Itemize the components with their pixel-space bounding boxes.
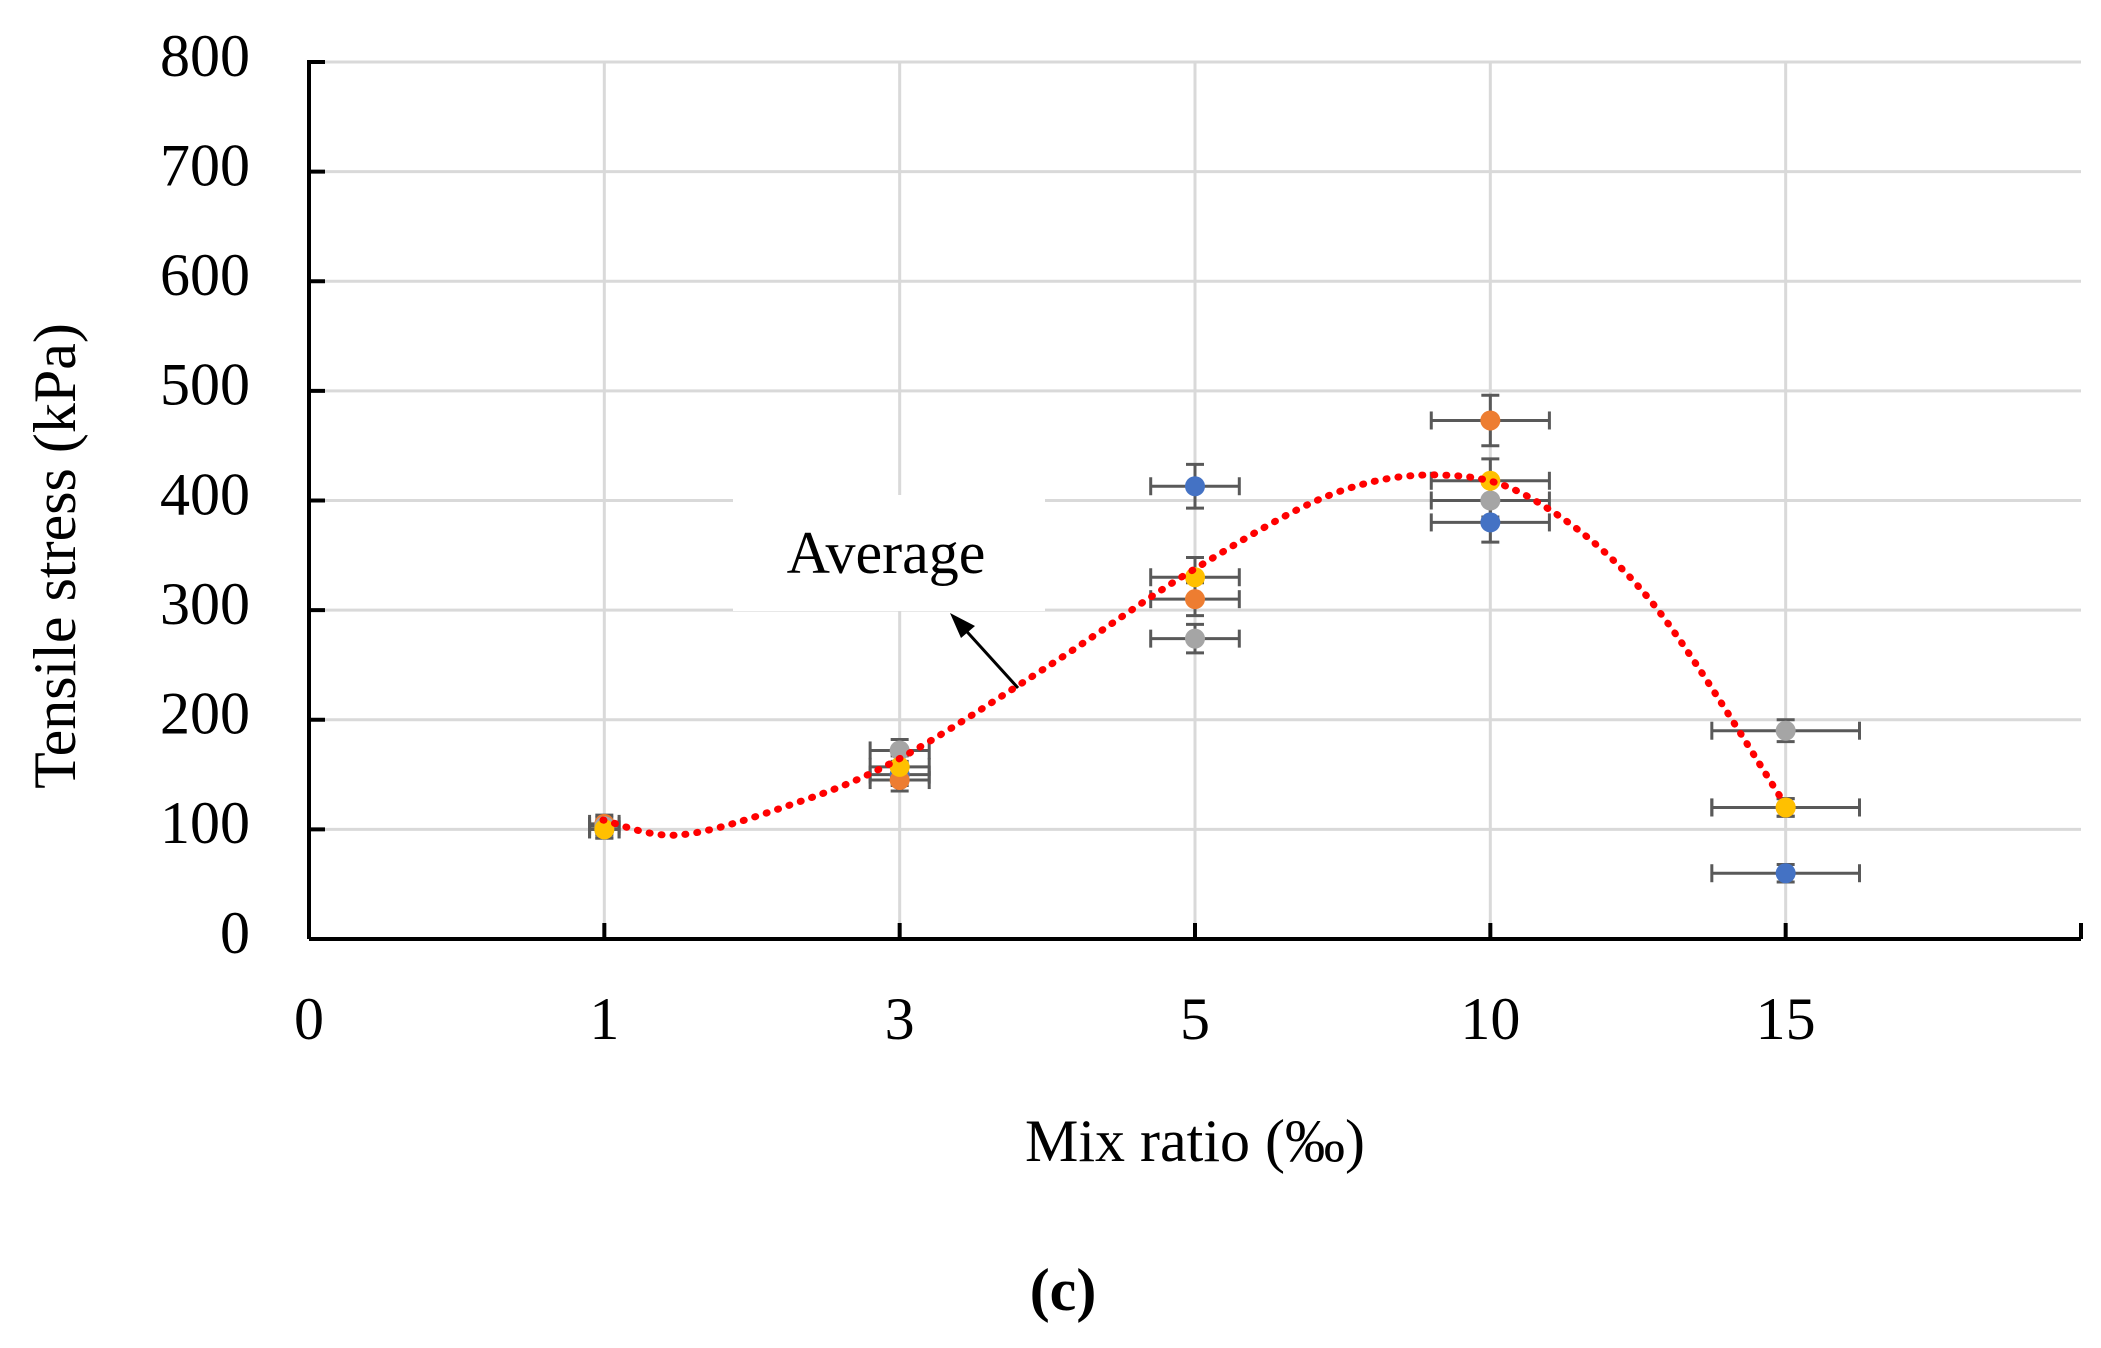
x-tick-label: 1 — [589, 986, 619, 1052]
point — [1185, 589, 1205, 610]
point — [889, 740, 910, 761]
trendline — [599, 471, 1787, 839]
x-tick-label: 15 — [1756, 986, 1816, 1052]
x-tick-label: 0 — [294, 986, 324, 1052]
point — [1185, 628, 1205, 649]
y-tick-label: 0 — [220, 900, 250, 966]
point — [1480, 490, 1501, 511]
y-tick-label: 100 — [160, 790, 250, 856]
point — [1775, 863, 1796, 884]
y-axis-title: Tensile stress (kPa) — [22, 323, 88, 789]
y-tick-label: 700 — [160, 132, 250, 198]
point — [1775, 797, 1796, 818]
x-tick-label: 3 — [885, 986, 915, 1052]
x-tick-label: 5 — [1180, 986, 1210, 1052]
y-tick-label: 800 — [160, 23, 250, 89]
x-tick-label: 10 — [1460, 986, 1520, 1052]
x-axis-title: Mix ratio (‰) — [1025, 1108, 1365, 1174]
caption: (c) — [1030, 1257, 1097, 1323]
y-tick-label: 300 — [160, 571, 250, 637]
point — [1480, 410, 1501, 431]
point — [1480, 512, 1501, 533]
y-tick-label: 500 — [160, 352, 250, 418]
point — [1185, 476, 1205, 497]
annotation-arrow — [958, 622, 1020, 690]
point — [889, 756, 910, 777]
point — [1775, 720, 1796, 741]
annotation-bg — [733, 495, 1045, 611]
y-tick-label: 400 — [160, 461, 250, 527]
point — [594, 819, 615, 840]
y-tick-label: 200 — [160, 681, 250, 747]
annotation: Average — [787, 520, 986, 586]
arrow-head — [950, 613, 975, 638]
y-tick-label: 600 — [160, 242, 250, 308]
